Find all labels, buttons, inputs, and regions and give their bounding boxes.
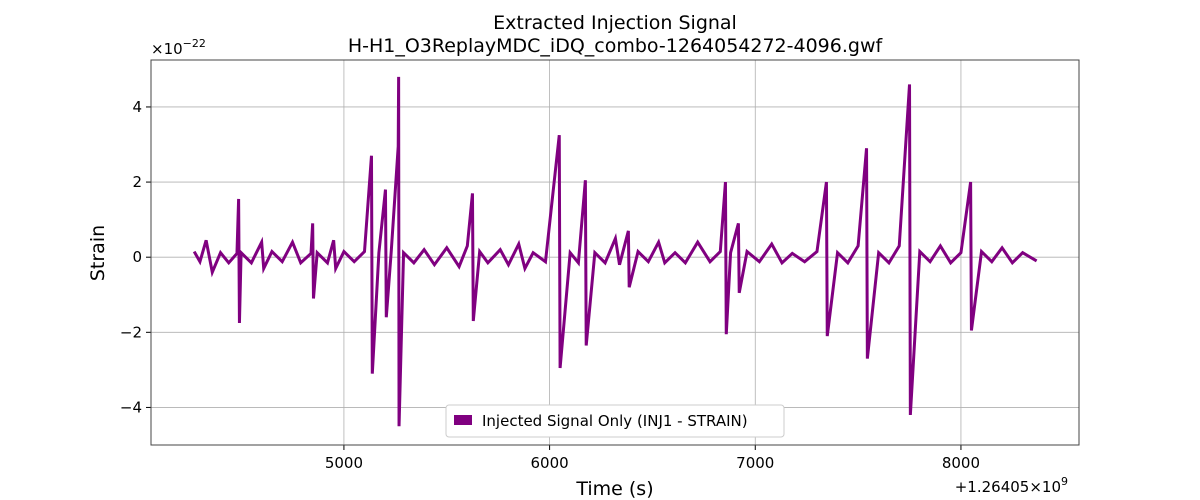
x-tick-label: 5000	[325, 454, 363, 472]
x-tick-label: 7000	[736, 454, 774, 472]
chart-subtitle: H-H1_O3ReplayMDC_iDQ_combo-1264054272-40…	[348, 35, 884, 57]
legend: Injected Signal Only (INJ1 - STRAIN)	[445, 404, 785, 438]
y-axis-label: Strain	[87, 225, 109, 281]
x-offset-text: +1.26405×109	[955, 475, 1068, 496]
plot-frame	[150, 59, 1080, 446]
series-line	[192, 76, 1038, 427]
x-tick-label: 8000	[942, 454, 980, 472]
y-offset-exponent: −22	[183, 37, 206, 50]
chart-title: Extracted Injection Signal	[493, 12, 737, 34]
x-offset-base: +1.26405×10	[955, 478, 1061, 496]
legend-label: Injected Signal Only (INJ1 - STRAIN)	[482, 412, 748, 430]
y-tick-label: 4	[132, 98, 142, 116]
y-tick-label: −4	[120, 398, 142, 416]
legend-swatch	[454, 415, 472, 425]
legend-box	[445, 404, 785, 438]
y-tick-label: −2	[120, 323, 142, 341]
y-offset-text: ×10−22	[151, 37, 206, 58]
x-tick-label: 6000	[531, 454, 569, 472]
x-axis-label: Time (s)	[575, 478, 653, 500]
y-offset-base: ×10	[151, 40, 183, 58]
x-offset-exponent: 9	[1061, 475, 1068, 488]
y-tick-label: 2	[132, 173, 142, 191]
y-tick-label: 0	[132, 248, 142, 266]
